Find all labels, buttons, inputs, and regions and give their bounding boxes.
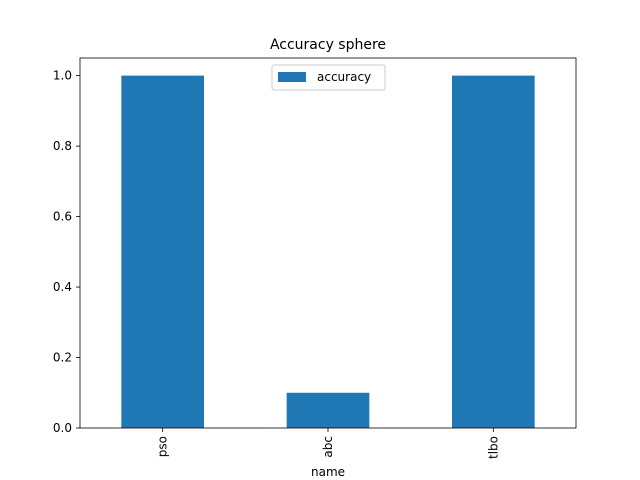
y-tick-label: 0.0: [53, 421, 72, 435]
chart-title: Accuracy sphere: [270, 37, 386, 53]
y-tick-label: 0.6: [53, 210, 72, 224]
legend-box: [271, 64, 386, 91]
x-tick-label-abc: abc: [321, 436, 335, 458]
bar-pso: [121, 75, 204, 428]
legend-swatch-accuracy: [278, 72, 306, 82]
x-tick-label-tlbo: tlbo: [486, 436, 500, 459]
bar-abc: [286, 392, 370, 428]
y-tick-label: 0.8: [53, 139, 72, 153]
plot-frame: [79, 57, 577, 429]
y-tick-label: 0.4: [53, 280, 72, 294]
y-axis: 0.0 0.2 0.4 0.6 0.8 1.0: [53, 69, 80, 435]
x-axis-label: name: [311, 465, 345, 479]
legend-label-accuracy: accuracy: [317, 70, 371, 84]
x-tick-label-pso: pso: [156, 436, 170, 457]
y-tick-label: 1.0: [53, 69, 72, 83]
y-tick-label: 0.2: [53, 351, 72, 365]
bars-group: [121, 75, 535, 428]
legend: accuracy: [271, 64, 386, 91]
x-axis: pso abc tlbo: [156, 428, 500, 459]
bar-tlbo: [452, 75, 535, 428]
